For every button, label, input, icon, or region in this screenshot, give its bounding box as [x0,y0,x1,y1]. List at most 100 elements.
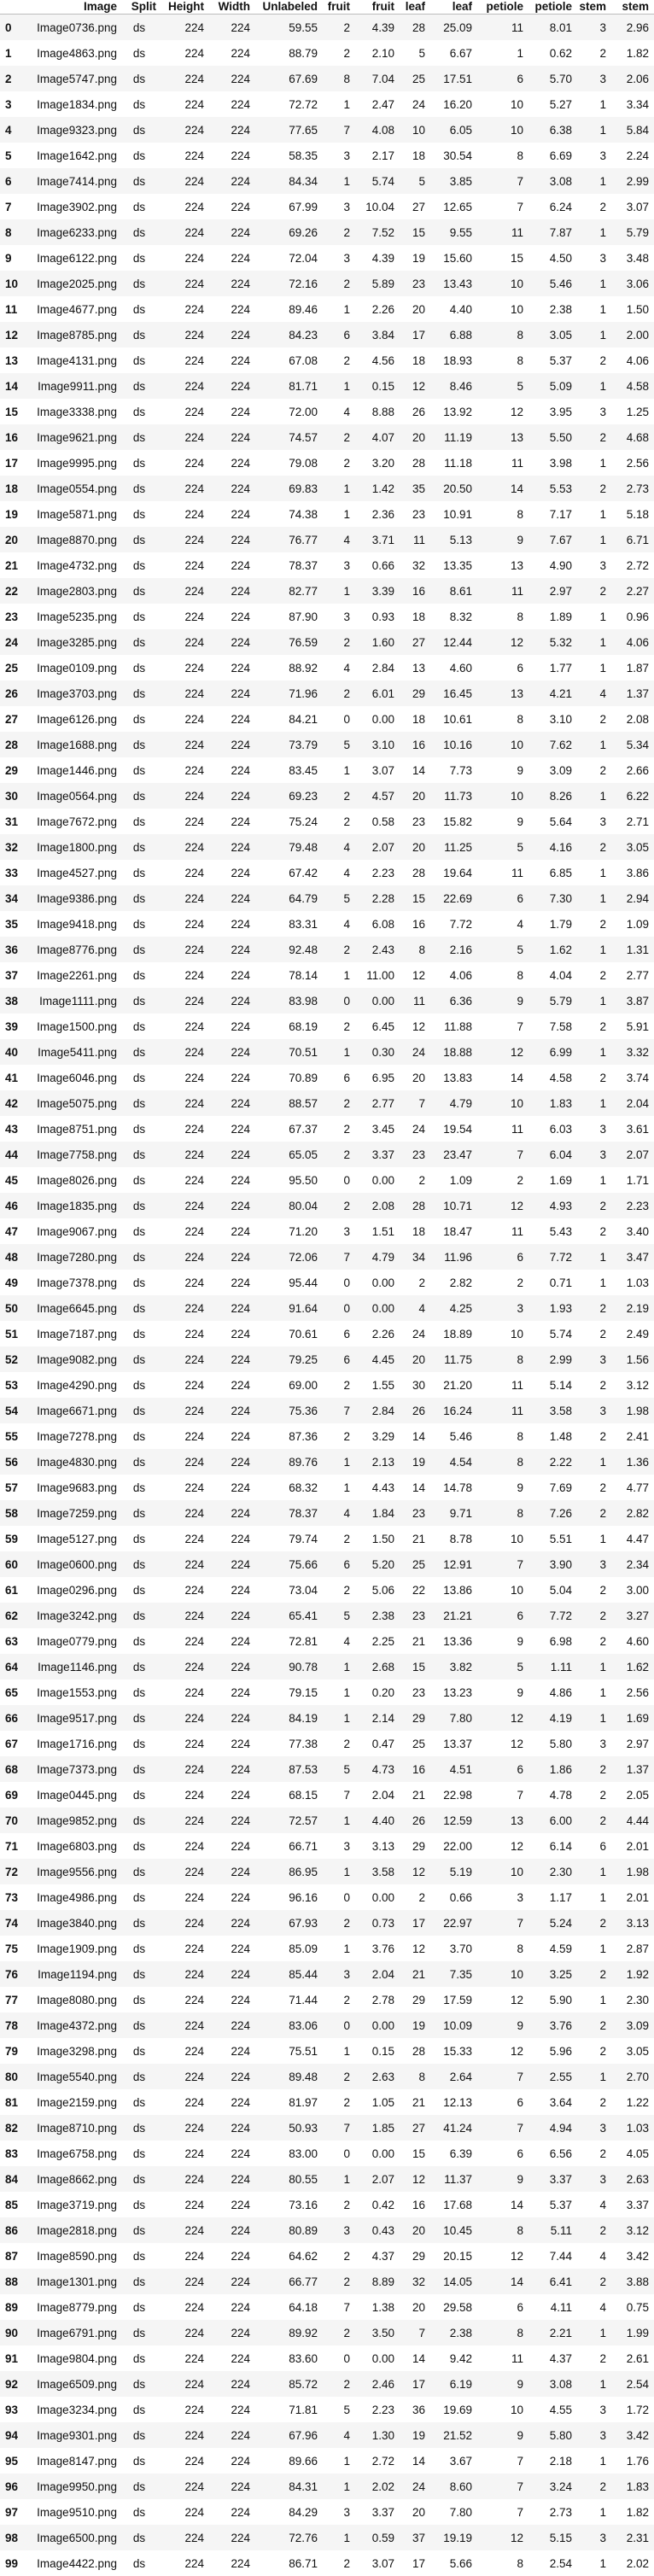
stem-count-cell: 2 [577,1603,611,1628]
fruit-count-cell: 2 [323,1910,355,1936]
fruit-count-cell: 6 [323,1346,355,1372]
width-cell: 224 [209,809,255,834]
split-cell: ds [122,168,161,194]
row-index: 18 [0,476,27,501]
width-cell: 224 [209,1987,255,2012]
fruit-pct-cell: 1.84 [355,1500,400,1526]
split-cell: ds [122,2345,161,2371]
fruit-count-cell: 1 [323,501,355,527]
fruit-count-cell: 0 [323,988,355,1013]
fruit-count-cell: 4 [323,1628,355,1654]
unlabeled-cell: 83.98 [255,988,323,1013]
width-cell: 224 [209,1679,255,1705]
split-cell: ds [122,732,161,757]
stem-pct-cell: 2.63 [611,2166,654,2192]
fruit-pct-cell: 6.95 [355,1065,400,1090]
image-cell: Image1688.png [27,732,122,757]
fruit-count-cell: 7 [323,2294,355,2320]
fruit-count-cell: 2 [323,783,355,809]
petiole-count-cell: 11 [477,1116,528,1142]
leaf-pct-cell: 6.67 [430,40,477,66]
width-cell: 224 [209,629,255,655]
stem-pct-cell: 3.06 [611,271,654,296]
height-cell: 224 [161,1910,209,1936]
unlabeled-cell: 83.00 [255,2141,323,2166]
stem-count-cell: 2 [577,1782,611,1808]
petiole-pct-cell: 0.71 [528,1270,577,1295]
unlabeled-cell: 71.20 [255,1218,323,1244]
fruit-count-cell: 1 [323,1936,355,1961]
leaf-count-cell: 16 [400,578,430,604]
height-cell: 224 [161,2525,209,2550]
unlabeled-cell: 83.06 [255,2012,323,2038]
leaf-pct-cell: 12.59 [430,1808,477,1833]
petiole-count-cell: 9 [477,809,528,834]
width-cell: 224 [209,1321,255,1346]
height-cell: 224 [161,552,209,578]
unlabeled-cell: 87.36 [255,1423,323,1449]
row-index: 27 [0,706,27,732]
leaf-count-cell: 23 [400,271,430,296]
width-cell: 224 [209,1039,255,1065]
unlabeled-cell: 77.38 [255,1731,323,1756]
unlabeled-cell: 83.31 [255,911,323,937]
leaf-count-cell: 29 [400,1833,430,1859]
fruit-pct-cell: 4.37 [355,2243,400,2269]
stem-count-cell: 2 [577,476,611,501]
leaf-count-cell: 8 [400,2064,430,2089]
fruit-count-cell: 5 [323,2397,355,2422]
split-cell: ds [122,1603,161,1628]
leaf-pct-cell: 9.55 [430,219,477,245]
image-cell: Image5075.png [27,1090,122,1116]
leaf-count-cell: 7 [400,2320,430,2345]
height-cell: 224 [161,2294,209,2320]
image-cell: Image0445.png [27,1782,122,1808]
height-cell: 224 [161,40,209,66]
petiole-pct-cell: 3.37 [528,2166,577,2192]
petiole-count-cell: 7 [477,1013,528,1039]
stem-count-cell: 3 [577,399,611,424]
petiole-pct-cell: 3.24 [528,2474,577,2499]
leaf-count-cell: 15 [400,219,430,245]
petiole-count-cell: 8 [477,2550,528,2576]
stem-count-cell: 1 [577,91,611,117]
petiole-count-cell: 10 [477,117,528,143]
leaf-count-cell: 25 [400,1551,430,1577]
row-index: 37 [0,962,27,988]
width-cell: 224 [209,1577,255,1603]
leaf-pct-cell: 19.64 [430,860,477,885]
petiole-count-cell: 6 [477,655,528,681]
split-cell: ds [122,962,161,988]
row-index: 32 [0,834,27,860]
image-cell: Image9386.png [27,885,122,911]
column-header-petiole-pct: petiole [528,0,577,15]
petiole-count-cell: 11 [477,578,528,604]
stem-count-cell: 1 [577,885,611,911]
stem-pct-cell: 4.06 [611,629,654,655]
stem-pct-cell: 3.27 [611,1603,654,1628]
fruit-count-cell: 2 [323,1142,355,1167]
fruit-pct-cell: 2.77 [355,1090,400,1116]
image-cell: Image4986.png [27,1884,122,1910]
height-cell: 224 [161,1628,209,1654]
fruit-count-cell: 2 [323,1090,355,1116]
width-cell: 224 [209,219,255,245]
petiole-count-cell: 2 [477,1167,528,1193]
leaf-count-cell: 15 [400,2141,430,2166]
leaf-count-cell: 2 [400,1884,430,1910]
petiole-count-cell: 6 [477,2089,528,2115]
unlabeled-cell: 67.08 [255,348,323,373]
leaf-count-cell: 29 [400,2243,430,2269]
image-cell: Image9082.png [27,1346,122,1372]
stem-count-cell: 2 [577,194,611,219]
unlabeled-cell: 79.48 [255,834,323,860]
width-cell: 224 [209,2166,255,2192]
